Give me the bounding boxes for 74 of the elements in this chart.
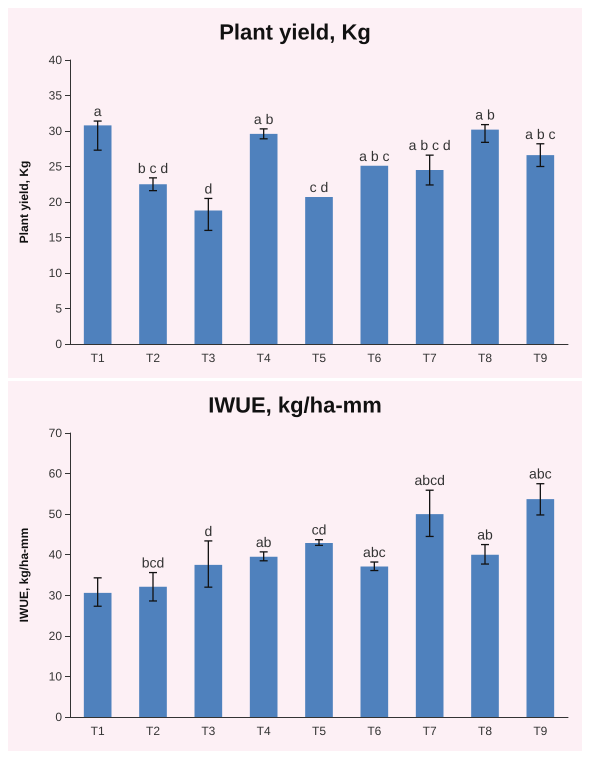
x-tick-label: T3 — [201, 351, 216, 365]
y-tick-label: 20 — [48, 628, 62, 643]
annotation: a — [94, 103, 102, 120]
annotation: bcd — [142, 554, 164, 571]
bar — [305, 542, 333, 717]
annotation: abc — [363, 544, 386, 560]
x-tick-label: T8 — [478, 351, 492, 365]
x-tick-label: T8 — [478, 724, 492, 738]
bar — [305, 197, 333, 344]
annotation: a b c d — [408, 137, 451, 154]
chart-title: Plant yield, Kg — [219, 20, 371, 44]
y-tick-label: 60 — [48, 466, 62, 481]
annotation: abc — [529, 466, 552, 482]
bar — [471, 554, 499, 717]
y-tick-label: 20 — [48, 195, 62, 209]
y-tick-label: 10 — [48, 266, 62, 280]
y-tick-label: 50 — [48, 507, 62, 522]
bar — [139, 586, 167, 717]
annotation: c d — [310, 179, 328, 196]
annotation: a b — [475, 106, 495, 123]
x-tick-label: T4 — [256, 724, 271, 738]
annotation: a b c — [525, 126, 556, 142]
x-tick-label: T2 — [146, 724, 160, 738]
bar — [194, 210, 222, 344]
y-tick-label: 30 — [48, 588, 62, 602]
y-axis-title: IWUE, kg/ha-mm — [17, 528, 31, 622]
x-tick-label: T4 — [256, 351, 271, 365]
x-tick-label: T2 — [146, 351, 160, 365]
x-tick-label: T5 — [312, 351, 326, 365]
y-tick-label: 35 — [48, 88, 62, 102]
bar — [250, 556, 278, 717]
annotation: d — [204, 522, 212, 539]
y-tick-label: 10 — [48, 669, 62, 684]
annotation: a b — [254, 110, 274, 127]
annotation: abcd — [414, 472, 445, 488]
bar — [526, 155, 554, 344]
annotation: ab — [256, 534, 272, 550]
x-tick-label: T1 — [90, 724, 105, 738]
y-axis-title: Plant yield, Kg — [17, 160, 31, 244]
bar — [360, 166, 388, 344]
bar — [360, 566, 388, 717]
y-tick-label: 15 — [48, 230, 62, 244]
y-tick-label: 0 — [55, 710, 62, 724]
x-tick-label: T9 — [533, 724, 548, 738]
x-tick-label: T6 — [367, 724, 382, 738]
x-tick-label: T6 — [367, 351, 382, 365]
x-tick-label: T5 — [312, 724, 326, 738]
bar — [84, 125, 112, 344]
x-tick-label: T7 — [422, 724, 437, 738]
x-tick-label: T9 — [533, 351, 548, 365]
x-tick-label: T3 — [201, 724, 216, 738]
y-tick-label: 40 — [48, 53, 62, 67]
bar — [139, 184, 167, 344]
bar — [471, 130, 499, 344]
annotation: ab — [477, 526, 493, 543]
bar — [416, 170, 444, 344]
chart-title: IWUE, kg/ha-mm — [208, 392, 382, 418]
x-tick-label: T7 — [422, 351, 437, 365]
bar — [194, 564, 222, 717]
y-tick-label: 30 — [48, 124, 62, 138]
y-tick-label: 40 — [48, 548, 62, 562]
annotation: d — [204, 180, 212, 196]
bar — [84, 592, 112, 717]
annotation: cd — [312, 522, 326, 538]
bar — [250, 134, 278, 344]
y-tick-label: 25 — [48, 160, 62, 174]
x-tick-label: T1 — [90, 351, 105, 365]
bar — [416, 514, 444, 717]
bar — [526, 499, 554, 717]
y-tick-label: 0 — [55, 337, 62, 351]
y-tick-label: 5 — [55, 302, 62, 316]
y-tick-label: 70 — [48, 426, 62, 440]
annotation: a b c — [359, 148, 390, 164]
annotation: b c d — [138, 160, 168, 176]
